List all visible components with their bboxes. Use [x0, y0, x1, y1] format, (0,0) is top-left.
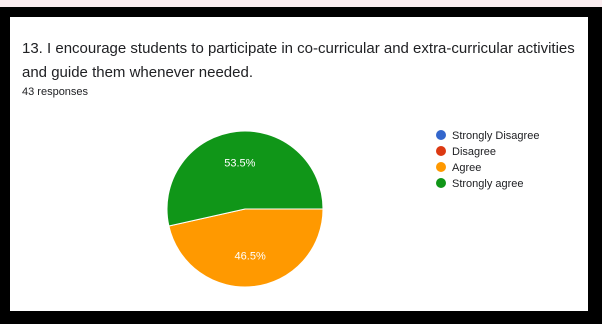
legend-label-disagree: Disagree: [452, 146, 496, 158]
legend-label-strongly-disagree: Strongly Disagree: [452, 130, 539, 142]
legend-label-agree: Agree: [452, 162, 481, 174]
legend-label-strongly-agree: Strongly agree: [452, 178, 524, 190]
question-title: 13. I encourage students to participate …: [22, 40, 575, 81]
slice-label-strongly-agree: 53.5%: [224, 157, 255, 169]
legend-swatch-disagree: [436, 146, 446, 156]
pie-slice-agree: [168, 208, 324, 288]
legend-swatch-strongly-disagree: [436, 130, 446, 140]
legend-swatch-agree: [436, 162, 446, 172]
response-count: 43 responses: [22, 86, 89, 98]
legend-swatch-strongly-agree: [436, 178, 446, 188]
pie-slice-strongly-agree: [166, 130, 324, 227]
slice-label-agree: 46.5%: [235, 251, 266, 263]
